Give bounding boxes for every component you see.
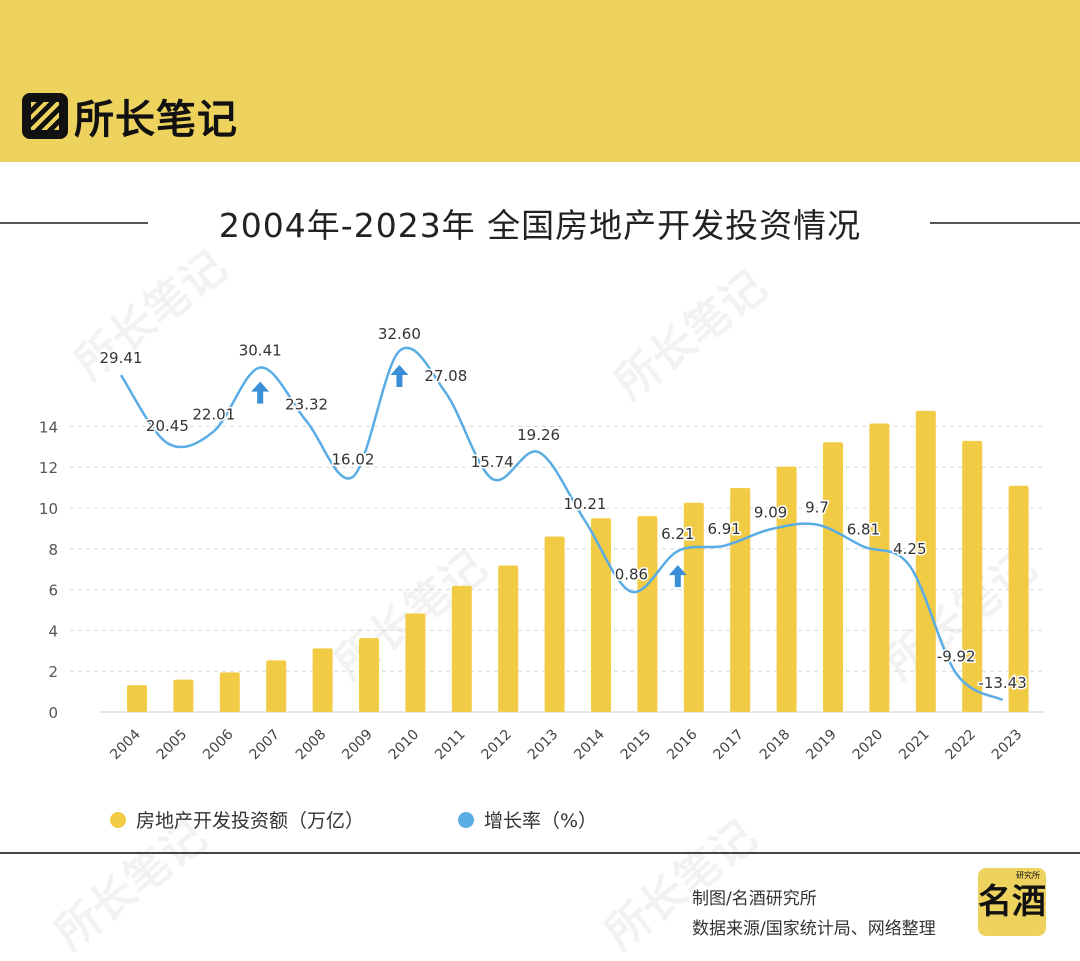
chart-title: 2004年-2023年 全国房地产开发投资情况	[218, 206, 862, 245]
y-tick-label: 8	[48, 541, 58, 559]
footer-divider	[0, 852, 1080, 854]
credit-chart-maker: 制图/名酒研究所	[692, 889, 817, 909]
y-tick-label: 12	[39, 459, 58, 477]
y-tick-label: 6	[48, 582, 58, 600]
growth-label-2022: -9.92	[937, 647, 976, 665]
x-tick-label: 2011	[432, 727, 469, 764]
x-tick-label: 2012	[479, 727, 516, 764]
legend-item-growth: 增长率（%）	[458, 806, 597, 833]
legend-label-investment: 房地产开发投资额（万亿）	[136, 810, 365, 832]
x-tick-label: 2021	[896, 727, 933, 764]
legend-swatch-line	[458, 811, 474, 828]
growth-label-2011: 27.08	[424, 367, 467, 385]
growth-label-2007: 30.41	[239, 342, 282, 360]
growth-label-2005: 20.45	[146, 417, 189, 435]
x-tick-label: 2018	[757, 727, 794, 764]
bar-2009	[359, 638, 379, 712]
bar-2021	[915, 410, 936, 712]
growth-label-2017: 6.91	[707, 520, 740, 538]
chart-legend: 房地产开发投资额（万亿） 增长率（%）	[110, 806, 710, 834]
credits: 制图/名酒研究所 数据来源/国家统计局、网络整理	[692, 884, 936, 944]
brand-icon	[22, 93, 68, 139]
growth-label-2009: 16.02	[332, 451, 375, 469]
x-tick-label: 2017	[711, 727, 748, 764]
bar-2012	[498, 565, 519, 712]
y-tick-label: 14	[39, 418, 58, 436]
bar-2023	[1008, 485, 1029, 712]
growth-label-2004: 29.41	[100, 349, 143, 367]
growth-label-2016: 6.21	[661, 525, 694, 543]
legend-swatch-bar	[110, 811, 126, 828]
growth-label-2019: 9.7	[805, 499, 829, 517]
brand-name: 所长笔记	[74, 97, 238, 143]
x-tick-label: 2015	[618, 727, 655, 764]
header-bar: 所长笔记	[0, 0, 1080, 162]
x-tick-label: 2022	[943, 727, 980, 764]
x-tick-label: 2020	[850, 727, 887, 764]
x-tick-label: 2005	[154, 727, 191, 764]
corner-logo-main: 名酒	[978, 882, 1046, 922]
growth-label-2014: 10.21	[564, 495, 607, 513]
x-tick-label: 2004	[107, 726, 144, 763]
title-rule-right	[930, 222, 1080, 224]
growth-label-2020: 6.81	[847, 521, 880, 539]
x-tick-label: 2010	[386, 727, 423, 764]
growth-label-2006: 22.01	[192, 405, 235, 423]
bar-2016	[683, 502, 704, 712]
growth-label-2023: -13.43	[978, 674, 1026, 692]
y-tick-label: 2	[48, 663, 58, 681]
growth-label-2013: 19.26	[517, 426, 560, 444]
growth-label-2021: 4.25	[893, 540, 926, 558]
bar-2005	[173, 679, 194, 712]
x-tick-label: 2023	[989, 727, 1026, 764]
bar-2020	[869, 423, 890, 712]
title-rule-left	[0, 222, 148, 224]
up-arrow-icon	[390, 365, 409, 387]
bar-2019	[823, 442, 843, 712]
bar-2007	[266, 660, 287, 712]
up-arrow-icon	[251, 381, 270, 404]
x-tick-label: 2016	[664, 726, 701, 763]
chart-title-row: 2004年-2023年 全国房地产开发投资情况	[0, 195, 1080, 251]
bar-2014	[591, 518, 611, 712]
bar-2008	[312, 648, 333, 712]
y-tick-label: 4	[48, 622, 58, 640]
x-tick-label: 2019	[803, 727, 840, 764]
growth-rate-line	[119, 346, 1004, 702]
bar-2015	[637, 516, 658, 712]
up-arrow-icon	[668, 565, 687, 588]
bar-2011	[451, 585, 472, 712]
x-tick-label: 2013	[525, 727, 562, 764]
legend-label-growth: 增长率（%）	[484, 810, 598, 832]
bar-2013	[544, 536, 565, 712]
bar-2017	[730, 488, 751, 712]
growth-label-2018: 9.09	[754, 503, 787, 521]
y-tick-label: 10	[39, 500, 58, 518]
y-tick-label: 0	[48, 704, 58, 722]
brand-logo: 所长笔记	[22, 92, 238, 143]
bar-2006	[219, 672, 240, 712]
x-tick-label: 2006	[200, 726, 237, 763]
corner-logo-small: 研究所	[1016, 871, 1040, 880]
bar-2022	[962, 440, 983, 712]
x-tick-label: 2008	[293, 727, 330, 764]
credit-data-source: 数据来源/国家统计局、网络整理	[692, 919, 936, 939]
x-tick-label: 2007	[247, 727, 284, 764]
growth-label-2015: 0.86	[615, 566, 648, 584]
growth-label-2010: 32.60	[378, 325, 421, 343]
growth-label-2008: 23.32	[285, 395, 328, 413]
x-tick-label: 2014	[571, 726, 608, 763]
bar-2004	[127, 685, 147, 712]
x-tick-label: 2009	[339, 727, 376, 764]
legend-item-investment: 房地产开发投资额（万亿）	[110, 806, 364, 833]
bar-2010	[405, 613, 426, 712]
growth-label-2012: 15.74	[471, 453, 514, 471]
corner-logo: 研究所 名酒	[978, 868, 1046, 936]
